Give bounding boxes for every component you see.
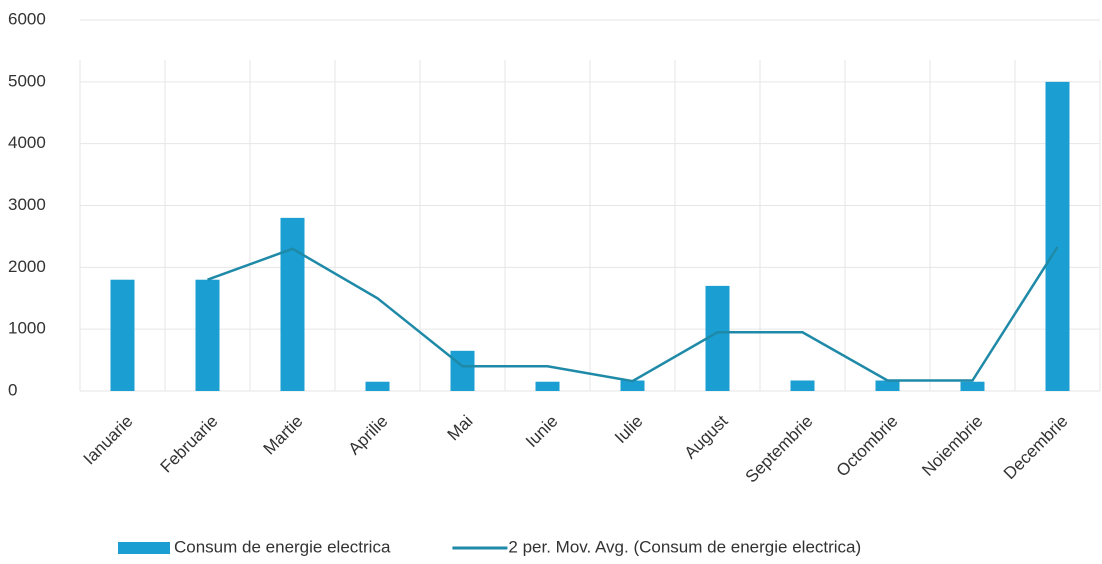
x-tick-label: Octombrie (833, 412, 902, 481)
x-tick-label: Februarie (157, 412, 222, 477)
bar (195, 279, 220, 391)
bar (960, 381, 985, 391)
x-tick-label: Septembrie (742, 412, 817, 487)
bar (875, 380, 900, 391)
x-tick-label: Iunie (522, 412, 562, 452)
moving-average-line (207, 246, 1059, 383)
bar (790, 380, 815, 391)
y-tick-label: 2000 (8, 257, 46, 276)
bar (1045, 81, 1070, 391)
bar (535, 381, 560, 391)
legend-swatch (118, 542, 170, 554)
x-tick-label: Decembrie (1000, 412, 1072, 484)
x-tick-label: Noiembrie (918, 412, 986, 480)
y-tick-label: 1000 (8, 319, 46, 338)
bar (365, 381, 390, 391)
y-tick-label: 3000 (8, 195, 46, 214)
bar (450, 350, 475, 391)
bar (620, 380, 645, 391)
y-tick-label: 0 (8, 380, 17, 399)
bar (110, 279, 135, 391)
x-tick-label: August (681, 411, 732, 462)
legend-label: 2 per. Mov. Avg. (Consum de energie elec… (508, 537, 861, 556)
x-tick-label: Aprilie (345, 412, 392, 459)
x-tick-label: Martie (260, 412, 307, 459)
x-tick-label: Iulie (611, 412, 646, 447)
y-tick-label: 5000 (8, 71, 46, 90)
y-tick-label: 6000 (8, 9, 46, 28)
bar (705, 285, 730, 391)
x-tick-label: Mai (444, 412, 477, 445)
legend-label: Consum de energie electrica (174, 537, 391, 556)
x-tick-label: Ianuarie (80, 412, 137, 469)
y-tick-label: 4000 (8, 133, 46, 152)
bar (280, 217, 305, 391)
